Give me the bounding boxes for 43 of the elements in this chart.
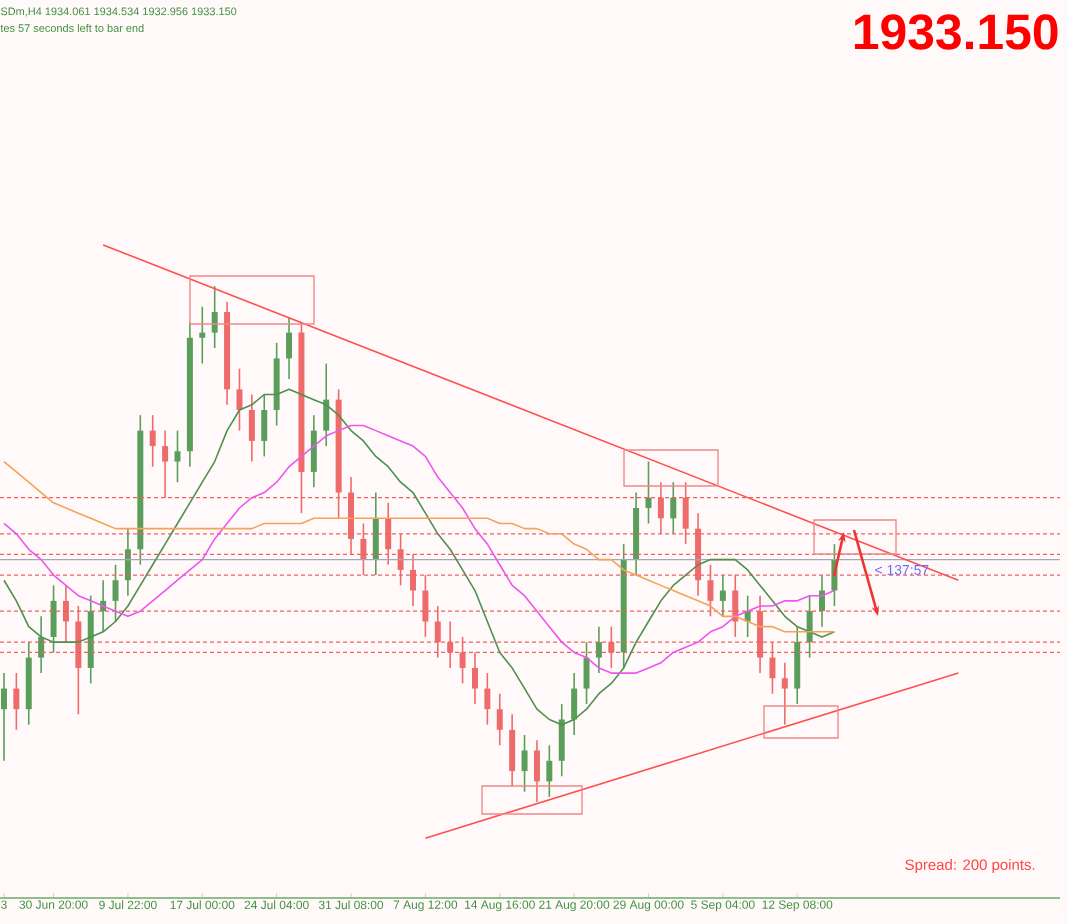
candlestick (633, 491, 640, 576)
candlestick (670, 481, 677, 535)
candlestick (496, 692, 503, 747)
candlestick (211, 285, 218, 349)
candlestick (595, 625, 602, 674)
candlestick (484, 672, 491, 726)
candlestick (583, 641, 590, 705)
candlestick (310, 414, 317, 489)
candlestick (273, 342, 280, 427)
candlestick (533, 739, 540, 803)
candlestick (645, 460, 652, 525)
candlestick (0, 672, 7, 762)
candlestick (87, 594, 94, 685)
candlestick (25, 641, 32, 726)
candlestick (558, 703, 565, 778)
candlestick (372, 491, 379, 576)
candlestick (38, 615, 45, 674)
candlestick (137, 414, 144, 566)
candlestick (50, 584, 57, 654)
candlestick (248, 393, 255, 463)
candlestick (199, 306, 206, 365)
candlestick (546, 744, 553, 798)
candlestick (571, 672, 578, 736)
candlestick (509, 713, 516, 788)
candlestick (806, 594, 813, 659)
candlestick (13, 672, 20, 731)
candlestick (112, 563, 119, 623)
candlestick (236, 367, 243, 432)
candlestick (186, 321, 193, 468)
candlestick (174, 429, 181, 483)
candlestick (224, 300, 231, 406)
candlestick (794, 625, 801, 705)
candlestick (781, 661, 788, 726)
candlestick (620, 543, 627, 669)
candlestick (323, 362, 330, 447)
candlestick (286, 316, 293, 380)
candlestick (521, 734, 528, 793)
text: 1933.150 (854, 14, 1058, 50)
candlestick (149, 414, 156, 468)
candlestick (261, 393, 268, 458)
candlestick (124, 527, 131, 597)
candlestick (819, 574, 826, 628)
candlestick (719, 574, 726, 618)
